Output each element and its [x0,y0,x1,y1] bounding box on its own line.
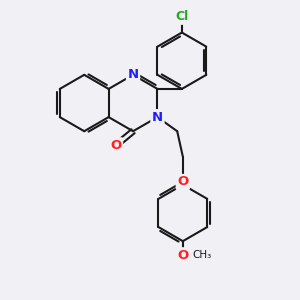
Text: O: O [177,249,188,262]
Text: N: N [128,68,139,81]
Text: Cl: Cl [175,11,188,23]
Text: N: N [152,111,163,124]
Text: CH₃: CH₃ [193,250,212,260]
Text: O: O [110,139,122,152]
Text: O: O [177,176,188,188]
